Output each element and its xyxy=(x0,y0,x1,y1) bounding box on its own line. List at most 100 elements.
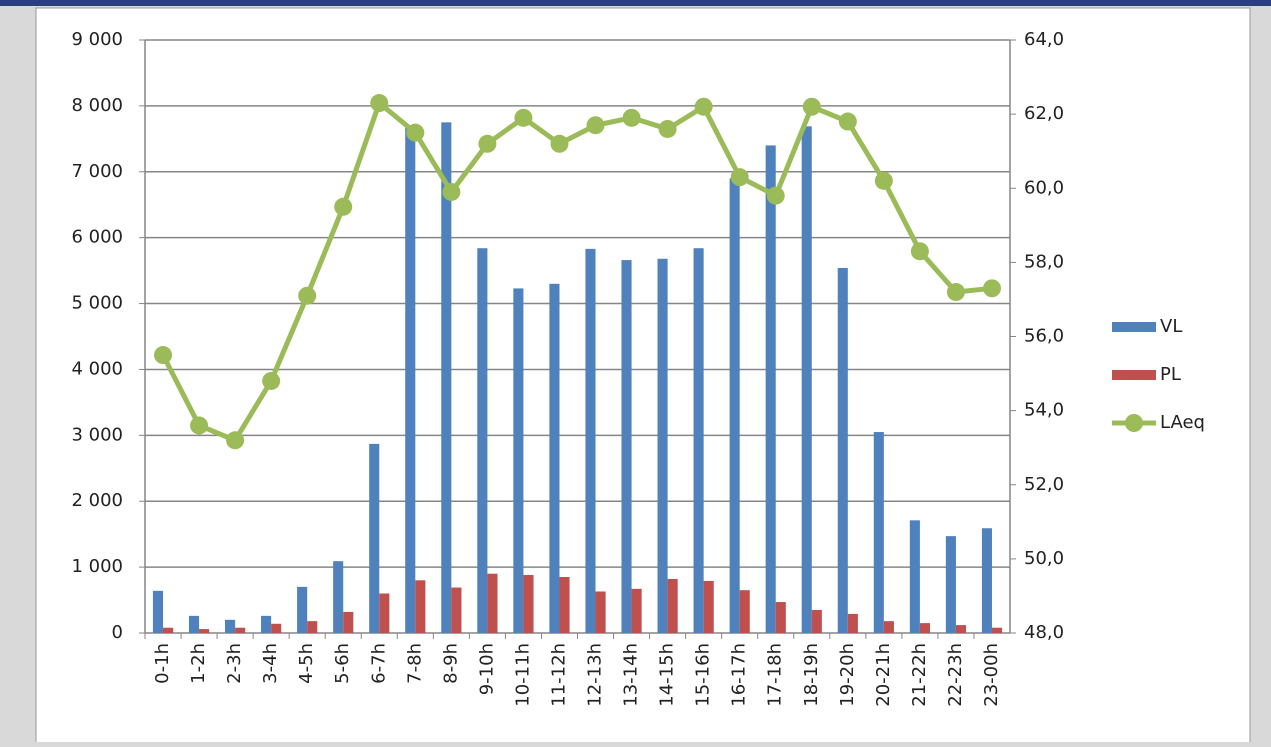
bar xyxy=(225,619,236,633)
y-tick-label: 0 xyxy=(112,622,123,643)
x-tick-label: 2-3h xyxy=(224,643,245,684)
x-tick-label: 22-23h xyxy=(945,643,966,707)
y-tick-label: 9 000 xyxy=(71,29,123,50)
legend-label: VL xyxy=(1160,316,1182,337)
line xyxy=(160,100,993,443)
x-tick-label: 20-21h xyxy=(873,643,894,707)
x-tick-label: 18-19h xyxy=(801,643,822,707)
legend-label: PL xyxy=(1160,364,1181,385)
legend-swatch xyxy=(1112,322,1156,332)
bar xyxy=(847,613,858,633)
line-marker xyxy=(982,279,1001,298)
y2-tick-label: 62,0 xyxy=(1024,103,1064,124)
bar xyxy=(451,587,462,633)
bar xyxy=(152,590,164,633)
y2-tick-label: 64,0 xyxy=(1024,29,1064,50)
y-tick-label: 3 000 xyxy=(71,424,123,445)
bar xyxy=(775,602,786,633)
line-marker xyxy=(406,123,425,142)
line-marker xyxy=(694,97,713,116)
x-tick-label: 7-8h xyxy=(404,643,425,684)
x-tick-label: 13-14h xyxy=(621,643,642,707)
legend-swatch xyxy=(1125,414,1143,432)
bar xyxy=(919,623,930,633)
line-marker xyxy=(766,186,785,205)
line-marker xyxy=(946,283,965,302)
line-marker xyxy=(154,346,173,365)
bar xyxy=(513,288,524,633)
y2-tick-label: 56,0 xyxy=(1024,326,1064,347)
bar xyxy=(909,520,920,633)
legend-swatch xyxy=(1112,370,1156,380)
bar xyxy=(163,627,174,633)
bar xyxy=(955,625,967,633)
line-marker xyxy=(514,108,533,127)
bar xyxy=(945,536,956,633)
bar xyxy=(271,623,282,633)
bar xyxy=(883,621,894,633)
bar xyxy=(549,283,560,633)
bar xyxy=(369,443,380,633)
bar xyxy=(739,590,750,633)
bar xyxy=(523,575,534,633)
bar xyxy=(703,580,714,633)
y2-tick-label: 54,0 xyxy=(1024,400,1064,421)
x-tick-label: 9-10h xyxy=(476,643,497,695)
line-marker xyxy=(910,242,929,261)
line-marker xyxy=(190,416,209,435)
line-marker xyxy=(730,168,749,187)
y-tick-label: 1 000 xyxy=(71,556,123,577)
y2-tick-label: 52,0 xyxy=(1024,474,1064,495)
y2-tick-label: 58,0 xyxy=(1024,251,1064,272)
line-marker xyxy=(658,119,677,138)
bar xyxy=(415,580,426,633)
line-marker xyxy=(262,371,281,390)
bar xyxy=(631,588,642,633)
bar xyxy=(621,260,632,633)
bar xyxy=(343,611,354,633)
y-tick-label: 8 000 xyxy=(71,95,123,116)
bar xyxy=(801,126,812,633)
x-tick-label: 21-22h xyxy=(909,643,930,707)
bar xyxy=(811,609,822,633)
y2-tick-label: 60,0 xyxy=(1024,177,1064,198)
bar xyxy=(487,573,498,633)
bar xyxy=(729,178,740,633)
line-marker xyxy=(478,134,497,153)
x-tick-label: 17-18h xyxy=(765,643,786,707)
x-tick-label: 6-7h xyxy=(368,643,389,684)
line-marker xyxy=(838,112,857,131)
bar xyxy=(981,528,992,633)
y2-tick-label: 50,0 xyxy=(1024,548,1064,569)
bar xyxy=(595,591,606,633)
y-tick-label: 5 000 xyxy=(71,293,123,314)
bar xyxy=(585,248,596,633)
bar xyxy=(693,248,704,633)
bar xyxy=(405,125,416,634)
line-marker xyxy=(802,97,821,116)
x-tick-label: 11-12h xyxy=(548,643,569,707)
y-tick-label: 2 000 xyxy=(71,490,123,511)
x-tick-label: 10-11h xyxy=(512,643,533,707)
bar xyxy=(477,248,488,633)
y-tick-label: 6 000 xyxy=(71,227,123,248)
x-tick-label: 3-4h xyxy=(260,643,281,684)
x-tick-label: 12-13h xyxy=(585,643,606,707)
bar xyxy=(297,586,308,633)
x-tick-label: 5-6h xyxy=(332,643,353,684)
bar xyxy=(765,145,776,633)
bar xyxy=(657,258,668,633)
bar xyxy=(235,627,246,633)
bar xyxy=(307,621,318,633)
x-tick-label: 19-20h xyxy=(837,643,858,707)
line-marker xyxy=(442,182,461,201)
bar xyxy=(991,627,1003,633)
line-marker xyxy=(586,116,605,135)
y-tick-label: 7 000 xyxy=(71,161,123,182)
bar xyxy=(441,122,452,633)
x-tick-label: 4-5h xyxy=(296,643,317,684)
bar xyxy=(333,561,344,633)
line-marker xyxy=(622,108,641,127)
